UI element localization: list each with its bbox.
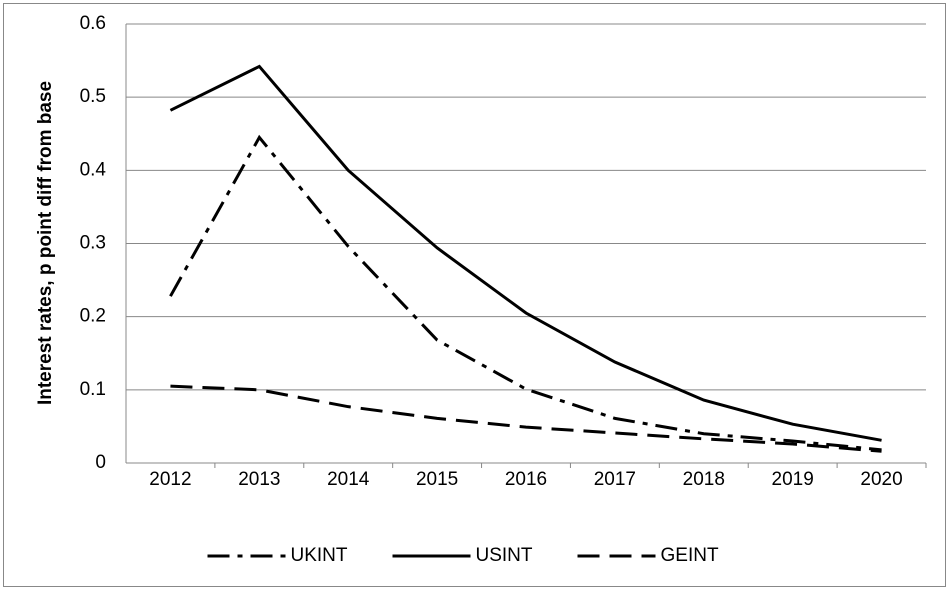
legend-label: UKINT [291, 545, 348, 566]
legend-label: GEINT [661, 545, 719, 566]
series-line [169, 64, 882, 442]
x-tick-label: 2012 [149, 469, 191, 490]
x-tick-label: 2014 [327, 469, 370, 490]
y-tick-label: 0.1 [80, 379, 106, 400]
y-axis-label: Interest rates, p point diff from base [35, 81, 56, 405]
y-tick-label: 0 [95, 452, 106, 473]
y-tick-label: 0.4 [80, 159, 107, 180]
y-tick-label: 0.5 [80, 86, 106, 107]
legend-label: USINT [476, 545, 533, 566]
y-tick-label: 0.3 [80, 233, 106, 254]
chart-frame [3, 3, 946, 587]
x-tick-label: 2016 [505, 469, 547, 490]
series-line [170, 384, 882, 453]
x-tick-label: 2018 [683, 469, 725, 490]
x-tick-label: 2015 [416, 469, 458, 490]
x-tick-label: 2020 [860, 469, 902, 490]
x-tick-label: 2019 [772, 469, 814, 490]
y-tick-label: 0.2 [80, 306, 106, 327]
y-tick-label: 0.6 [80, 13, 106, 34]
series-line [169, 134, 882, 452]
x-tick-label: 2013 [238, 469, 280, 490]
x-tick-label: 2017 [594, 469, 636, 490]
